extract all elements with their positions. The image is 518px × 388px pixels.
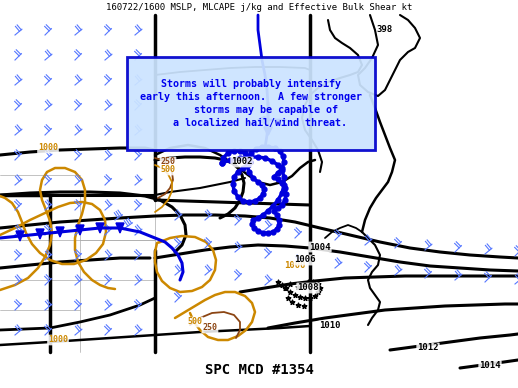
Text: 500: 500 (188, 317, 203, 326)
Text: 398: 398 (377, 26, 393, 35)
Point (300, 303, 308, 309)
Point (282, 285, 290, 291)
Text: 1004: 1004 (309, 242, 331, 251)
Text: 1000: 1000 (284, 260, 306, 270)
Text: 1000: 1000 (38, 144, 58, 152)
Text: 160722/1600 MSLP, MLCAPE j/kg and Effective Bulk Shear kt: 160722/1600 MSLP, MLCAPE j/kg and Effect… (106, 3, 412, 12)
Point (291, 292, 299, 298)
Point (286, 289, 294, 295)
Point (316, 285, 324, 291)
Text: 1008: 1008 (297, 284, 319, 293)
Polygon shape (56, 227, 64, 237)
Text: 1014: 1014 (479, 362, 501, 371)
Point (301, 295, 309, 301)
Point (294, 302, 302, 308)
Text: 1006: 1006 (294, 256, 316, 265)
Polygon shape (96, 223, 104, 233)
Polygon shape (76, 225, 84, 235)
Point (309, 279, 317, 285)
Polygon shape (16, 231, 24, 241)
Point (299, 281, 307, 287)
Point (314, 281, 322, 287)
Point (304, 279, 312, 285)
Text: 1000: 1000 (48, 336, 68, 345)
Point (278, 282, 286, 288)
FancyBboxPatch shape (127, 57, 375, 150)
Point (284, 295, 292, 301)
Point (286, 281, 294, 287)
Text: 1012: 1012 (418, 343, 439, 353)
Text: 1002: 1002 (231, 158, 253, 166)
Polygon shape (116, 223, 124, 233)
Text: 1010: 1010 (319, 322, 341, 331)
Point (296, 294, 304, 300)
Text: 250: 250 (161, 158, 176, 166)
Polygon shape (36, 229, 44, 239)
Point (294, 284, 302, 290)
Point (281, 285, 289, 291)
Point (314, 289, 322, 295)
Text: Storms will probably intensify
early this afternoon.  A few stronger
     storms: Storms will probably intensify early thi… (140, 79, 362, 128)
Text: SPC MCD #1354: SPC MCD #1354 (205, 363, 313, 377)
Point (274, 279, 282, 285)
Point (311, 293, 319, 299)
Text: 500: 500 (161, 166, 176, 175)
Point (306, 295, 314, 301)
Text: 250: 250 (203, 324, 218, 333)
Point (288, 299, 296, 305)
